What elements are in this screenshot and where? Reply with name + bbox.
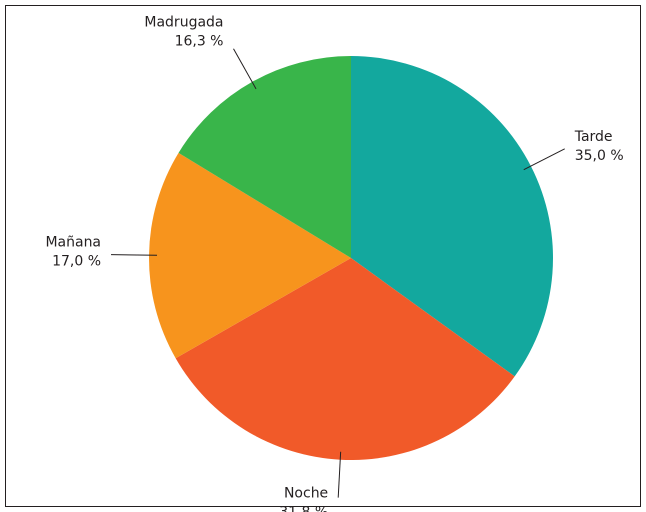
pie-slice: [149, 152, 351, 359]
pie-slice: [178, 56, 351, 258]
slice-value-label: 35,0 %: [575, 148, 624, 164]
slice-label: Tarde: [574, 129, 613, 145]
slice-label: Noche: [284, 486, 328, 502]
leader-line: [337, 451, 342, 498]
slice-value-label: 17,0 %: [52, 254, 101, 270]
slice-value-label: 16,3 %: [175, 34, 224, 50]
leader-line: [233, 48, 257, 90]
slice-label: Mañana: [45, 235, 101, 251]
slice-value-label: 31,8 %: [279, 505, 328, 512]
pie-slice: [175, 258, 515, 460]
leader-line: [523, 148, 565, 171]
slice-label: Madrugada: [144, 15, 223, 31]
pie-slice: [351, 56, 553, 377]
leader-line: [111, 254, 158, 256]
